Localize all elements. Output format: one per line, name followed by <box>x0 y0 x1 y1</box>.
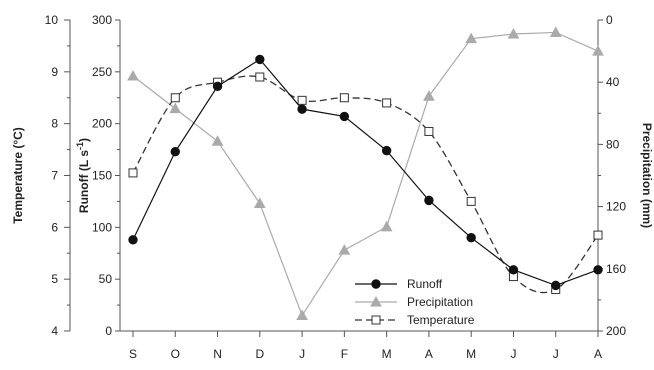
runoff-tick-label: 150 <box>92 169 112 183</box>
runoff-tick-label: 300 <box>92 13 112 27</box>
legend-temperature-marker <box>371 315 381 325</box>
x-tick-label: J <box>510 347 516 361</box>
precipitation-point <box>169 102 182 114</box>
temperature-tick-label: 6 <box>51 220 58 234</box>
runoff-tick-label: 50 <box>99 272 113 286</box>
x-tick-label: M <box>382 347 392 361</box>
x-tick-label: F <box>341 347 348 361</box>
axes: 4 5 6 7 8 9 10 Temperature (°C) 0 50 100 150 200 250 3… <box>11 13 654 361</box>
legend: Runoff Precipitation Temperature <box>355 277 475 327</box>
precipitation-tick-label: 200 <box>606 324 626 338</box>
legend-runoff-label: Runoff <box>407 277 443 291</box>
temperature-point <box>593 230 603 240</box>
temperature-point <box>382 98 392 108</box>
precipitation-point <box>338 244 351 255</box>
temperature-point <box>255 72 265 82</box>
precipitation-series-line <box>132 31 599 317</box>
runoff-tick-label: 250 <box>92 65 112 79</box>
runoff-point <box>593 265 603 275</box>
runoff-axis-title-end: ) <box>77 138 91 142</box>
temperature-tick-label: 10 <box>45 13 59 27</box>
precipitation-tick-label: 80 <box>606 137 620 151</box>
runoff-point <box>297 104 307 114</box>
precipitation-point <box>127 69 139 81</box>
temperature-point <box>170 93 180 103</box>
legend-precipitation-label: Precipitation <box>407 295 473 309</box>
x-tick-label: J <box>299 347 305 361</box>
precipitation-point <box>253 197 266 208</box>
runoff-point <box>466 233 476 243</box>
legend-runoff-marker <box>371 279 381 289</box>
temperature-point <box>339 93 349 103</box>
temperature-point <box>424 126 434 136</box>
series-layer <box>127 26 604 320</box>
runoff-tick-label: 200 <box>92 117 112 131</box>
precipitation-point <box>507 27 520 39</box>
legend-precipitation-marker <box>370 295 382 307</box>
temperature-axis-title: Temperature (°C) <box>11 127 25 224</box>
runoff-point <box>424 195 434 206</box>
precipitation-point <box>592 45 604 56</box>
temperature-tick-label: 8 <box>51 117 58 131</box>
precipitation-tick-label: 40 <box>606 75 620 89</box>
runoff-point <box>255 54 265 65</box>
runoff-tick-label: 0 <box>105 324 112 338</box>
temperature-tick-label: 7 <box>51 169 58 183</box>
x-tick-label: O <box>171 347 180 361</box>
runoff-series-line <box>132 58 599 287</box>
runoff-point <box>339 111 350 122</box>
temperature-tick-label: 5 <box>51 272 58 286</box>
x-tick-label: S <box>129 347 137 361</box>
runoff-point <box>212 81 223 92</box>
x-tick-label: A <box>425 347 433 361</box>
x-tick-label: M <box>466 347 476 361</box>
x-tick-label: N <box>213 347 222 361</box>
legend-temperature-label: Temperature <box>407 313 475 327</box>
temperature-tick-label: 4 <box>51 324 58 338</box>
precipitation-point <box>296 309 308 320</box>
precipitation-tick-label: 160 <box>606 262 626 276</box>
x-tick-label: D <box>255 347 264 361</box>
temperature-point <box>128 168 138 178</box>
runoff-point <box>381 145 392 156</box>
precipitation-point <box>211 135 224 146</box>
precipitation-point <box>549 26 562 37</box>
precipitation-point <box>465 32 478 44</box>
temperature-point <box>297 95 307 105</box>
runoff-axis-title: Runoff (L s-1) <box>75 138 91 213</box>
runoff-axis-title-superscript: -1 <box>75 142 85 150</box>
temperature-tick-label: 9 <box>51 65 58 79</box>
runoff-point <box>508 265 519 275</box>
precipitation-point <box>380 220 393 232</box>
precipitation-tick-label: 120 <box>606 200 626 214</box>
temperature-point <box>466 196 476 206</box>
runoff-point <box>128 235 138 245</box>
precipitation-axis-title: Precipitation (mm) <box>640 123 654 228</box>
runoff-point <box>170 146 180 157</box>
precipitation-tick-label: 0 <box>606 13 613 27</box>
precipitation-point <box>423 90 435 101</box>
x-tick-label: J <box>553 347 559 361</box>
runoff-tick-label: 100 <box>92 220 112 234</box>
runoff-point <box>551 280 561 291</box>
runoff-axis-title-main: Runoff (L s <box>77 150 91 213</box>
x-tick-label: A <box>594 347 602 361</box>
